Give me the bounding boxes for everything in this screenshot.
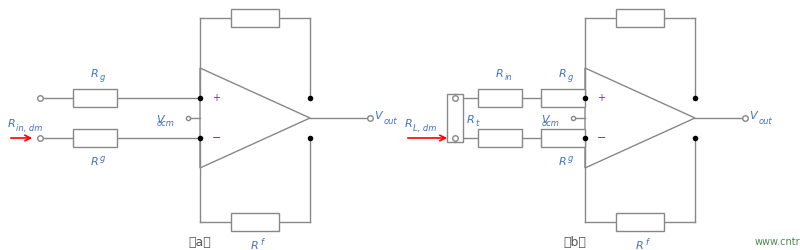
Bar: [73, 89, 117, 107]
Text: f: f: [645, 0, 648, 2]
Text: V: V: [749, 111, 757, 121]
Text: in, dm: in, dm: [16, 124, 42, 132]
Text: +: +: [598, 93, 606, 103]
Text: out: out: [759, 118, 773, 126]
Text: f: f: [645, 238, 648, 247]
Text: ocm: ocm: [156, 118, 174, 128]
Text: V: V: [542, 115, 549, 125]
Text: V: V: [374, 111, 382, 121]
Text: t: t: [475, 120, 478, 128]
Text: R: R: [636, 241, 644, 250]
Text: g: g: [568, 73, 574, 82]
Bar: [541, 89, 585, 107]
Text: −: −: [597, 133, 606, 143]
Text: in: in: [505, 73, 513, 82]
Text: out: out: [384, 118, 398, 126]
Text: ocm: ocm: [541, 118, 559, 128]
Bar: [447, 94, 463, 142]
Text: +: +: [213, 93, 221, 103]
Text: （b）: （b）: [563, 236, 586, 248]
Text: （a）: （a）: [189, 236, 211, 248]
Text: R: R: [405, 119, 413, 129]
Text: R: R: [91, 69, 99, 79]
Text: f: f: [260, 0, 263, 2]
Bar: [616, 213, 664, 231]
Text: R: R: [251, 241, 259, 250]
Bar: [541, 129, 585, 147]
Text: R: R: [467, 115, 474, 125]
Bar: [478, 129, 522, 147]
Text: R: R: [496, 69, 504, 79]
Text: R: R: [559, 157, 567, 167]
Bar: [616, 9, 664, 27]
Text: g: g: [568, 154, 574, 163]
Bar: [73, 129, 117, 147]
Text: R: R: [91, 157, 99, 167]
Bar: [231, 9, 279, 27]
Text: R: R: [559, 69, 567, 79]
Text: −: −: [212, 133, 221, 143]
Text: R: R: [8, 119, 16, 129]
Text: g: g: [100, 154, 106, 163]
Bar: [231, 213, 279, 231]
Bar: [478, 89, 522, 107]
Text: www.cntronics.com: www.cntronics.com: [755, 237, 800, 247]
Text: g: g: [100, 73, 106, 82]
Text: L, dm: L, dm: [413, 124, 436, 132]
Text: V: V: [156, 115, 164, 125]
Text: f: f: [260, 238, 263, 247]
